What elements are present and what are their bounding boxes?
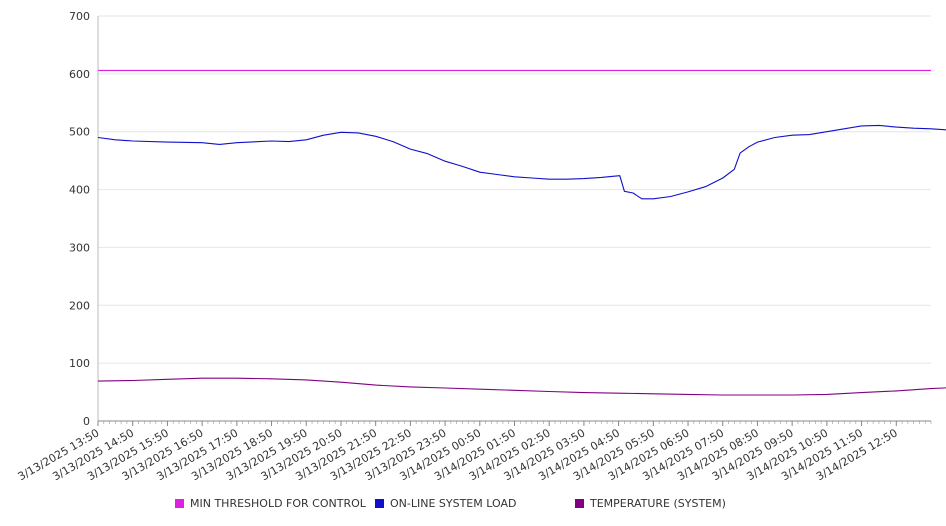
legend-item-system-load[interactable]: ON-LINE SYSTEM LOAD (375, 497, 516, 510)
y-tick-label: 400 (69, 184, 90, 197)
legend-swatch (175, 499, 184, 508)
y-tick-label: 100 (69, 357, 90, 370)
series-line-temperature-system (97, 377, 946, 396)
y-tick-label: 600 (69, 68, 90, 81)
legend-label: ON-LINE SYSTEM LOAD (390, 497, 517, 510)
y-tick-label: 500 (69, 126, 90, 139)
series-line-on-line-system-load (97, 124, 946, 200)
legend-item-temperature[interactable]: TEMPERATURE (SYSTEM) (575, 497, 726, 510)
legend-swatch (575, 499, 584, 508)
legend-swatch (375, 499, 384, 508)
y-axis-ticks: 0 100 200 300 400 500 600 700 (69, 10, 90, 428)
grid-lines (98, 15, 931, 364)
legend-label: MIN THRESHOLD FOR CONTROL (190, 497, 366, 510)
legend: MIN THRESHOLD FOR CONTROL ON-LINE SYSTEM… (0, 497, 946, 515)
legend-label: TEMPERATURE (SYSTEM) (590, 497, 726, 510)
legend-item-min-threshold[interactable]: MIN THRESHOLD FOR CONTROL (175, 497, 366, 510)
axes (97, 16, 931, 422)
series-lines (97, 69, 946, 396)
y-tick-label: 300 (69, 241, 90, 254)
y-tick-label: 0 (83, 415, 90, 428)
y-tick-label: 200 (69, 299, 90, 312)
x-axis-ticks: 3/13/2025 13:503/13/2025 14:503/13/2025 … (16, 421, 932, 483)
y-tick-label: 700 (69, 10, 90, 23)
